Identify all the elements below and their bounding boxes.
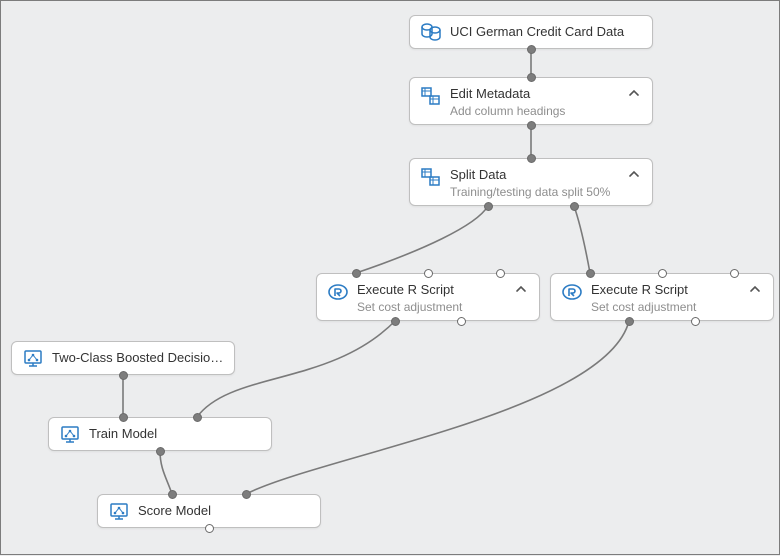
chevron-up-icon[interactable] bbox=[747, 283, 763, 295]
node-subtitle: Add column headings bbox=[450, 103, 620, 119]
port[interactable] bbox=[527, 45, 536, 54]
port[interactable] bbox=[527, 154, 536, 163]
node-two-class-boosted[interactable]: Two-Class Boosted Decision... bbox=[11, 341, 235, 375]
chevron-up-icon[interactable] bbox=[626, 87, 642, 99]
port[interactable] bbox=[457, 317, 466, 326]
node-execute-r-right[interactable]: Execute R Script Set cost adjustment bbox=[550, 273, 774, 321]
port[interactable] bbox=[352, 269, 361, 278]
port[interactable] bbox=[156, 447, 165, 456]
r-icon bbox=[561, 281, 583, 303]
ml-icon bbox=[22, 347, 44, 369]
port[interactable] bbox=[658, 269, 667, 278]
node-title: Edit Metadata bbox=[450, 85, 620, 103]
node-subtitle: Set cost adjustment bbox=[591, 299, 741, 315]
node-title: Split Data bbox=[450, 166, 620, 184]
module-icon bbox=[420, 166, 442, 188]
node-title: Execute R Script bbox=[357, 281, 507, 299]
node-title: Two-Class Boosted Decision... bbox=[52, 349, 224, 367]
node-train-model[interactable]: Train Model bbox=[48, 417, 272, 451]
port[interactable] bbox=[424, 269, 433, 278]
port[interactable] bbox=[391, 317, 400, 326]
module-icon bbox=[420, 85, 442, 107]
port[interactable] bbox=[119, 413, 128, 422]
port[interactable] bbox=[193, 413, 202, 422]
port[interactable] bbox=[527, 73, 536, 82]
node-subtitle: Training/testing data split 50% bbox=[450, 184, 620, 200]
port[interactable] bbox=[730, 269, 739, 278]
flow-canvas: UCI German Credit Card Data Edit Metadat… bbox=[0, 0, 780, 555]
port[interactable] bbox=[570, 202, 579, 211]
port[interactable] bbox=[496, 269, 505, 278]
ml-icon bbox=[108, 500, 130, 522]
node-title: Execute R Script bbox=[591, 281, 741, 299]
node-split-data[interactable]: Split Data Training/testing data split 5… bbox=[409, 158, 653, 206]
chevron-up-icon[interactable] bbox=[513, 283, 529, 295]
node-title: Score Model bbox=[138, 502, 310, 520]
port[interactable] bbox=[625, 317, 634, 326]
r-icon bbox=[327, 281, 349, 303]
node-score-model[interactable]: Score Model bbox=[97, 494, 321, 528]
node-execute-r-left[interactable]: Execute R Script Set cost adjustment bbox=[316, 273, 540, 321]
port[interactable] bbox=[168, 490, 177, 499]
port[interactable] bbox=[527, 121, 536, 130]
dataset-icon bbox=[420, 21, 442, 43]
ml-icon bbox=[59, 423, 81, 445]
port[interactable] bbox=[205, 524, 214, 533]
node-subtitle: Set cost adjustment bbox=[357, 299, 507, 315]
chevron-up-icon[interactable] bbox=[626, 168, 642, 180]
port[interactable] bbox=[484, 202, 493, 211]
port[interactable] bbox=[586, 269, 595, 278]
port[interactable] bbox=[691, 317, 700, 326]
port[interactable] bbox=[242, 490, 251, 499]
node-title: UCI German Credit Card Data bbox=[450, 23, 642, 41]
node-title: Train Model bbox=[89, 425, 261, 443]
node-uci-dataset[interactable]: UCI German Credit Card Data bbox=[409, 15, 653, 49]
node-edit-metadata[interactable]: Edit Metadata Add column headings bbox=[409, 77, 653, 125]
port[interactable] bbox=[119, 371, 128, 380]
